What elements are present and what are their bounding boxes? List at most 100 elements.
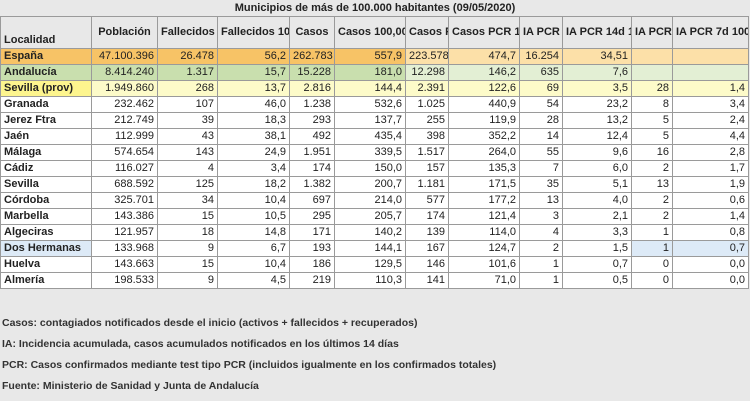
table-cell: 186	[289, 256, 335, 273]
table-cell: 35	[519, 176, 563, 193]
table-cell: 10,4	[217, 256, 290, 273]
table-cell: 144,4	[334, 80, 406, 97]
table-cell: 39	[157, 112, 218, 129]
row-locality: Sevilla (prov)	[0, 80, 92, 97]
table-cell: 474,7	[448, 48, 520, 65]
table-cell: 174	[405, 208, 449, 225]
table-cell: 119,9	[448, 112, 520, 129]
row-locality: Córdoba	[0, 192, 92, 209]
table-cell: 15	[157, 208, 218, 225]
table-cell: 110,3	[334, 272, 406, 289]
table-cell: 1.025	[405, 96, 449, 113]
table-cell: 143	[157, 144, 218, 161]
table-cell: 101,6	[448, 256, 520, 273]
table-cell: 121.957	[91, 224, 158, 241]
table-cell: 3,4	[217, 160, 290, 177]
column-header: Casos 100,000 hab	[334, 16, 406, 49]
table-cell: 255	[405, 112, 449, 129]
table-cell: 18	[157, 224, 218, 241]
table-cell: 13,7	[217, 80, 290, 97]
column-header: Casos	[289, 16, 335, 49]
row-locality: Dos Hermanas	[0, 240, 92, 257]
table-cell: 2	[631, 192, 673, 209]
table-cell: 15	[157, 256, 218, 273]
table-cell	[672, 48, 749, 65]
column-header: IA PCR 14d	[519, 16, 563, 49]
table-row: Andalucía 8.414.240 1.317 15,7 15.228 181,0 12…	[0, 64, 749, 81]
table-cell: 34,51	[562, 48, 632, 65]
table-cell: 125	[157, 176, 218, 193]
table-cell: 2	[631, 160, 673, 177]
table-cell: 4,0	[562, 192, 632, 209]
table-cell: 143.663	[91, 256, 158, 273]
table-cell: 24,9	[217, 144, 290, 161]
row-locality: Algeciras	[0, 224, 92, 241]
table-cell: 268	[157, 80, 218, 97]
table-cell: 28	[519, 112, 563, 129]
table-cell	[631, 48, 673, 65]
table-row: Cádiz 116.027 4 3,4 174 150,0 157 135,3 7 6,0 2 1,7	[0, 160, 749, 177]
table-cell: 12.298	[405, 64, 449, 81]
table-cell: 223.578	[405, 48, 449, 65]
table-cell: 43	[157, 128, 218, 145]
table-cell: 219	[289, 272, 335, 289]
table-cell: 18,2	[217, 176, 290, 193]
table-cell: 7	[519, 160, 563, 177]
table-cell: 146,2	[448, 64, 520, 81]
table-row: Granada 232.462 107 46,0 1.238 532,6 1.025 440,…	[0, 96, 749, 113]
row-locality: Jerez Ftra	[0, 112, 92, 129]
table-cell: 0,7	[562, 256, 632, 273]
table-cell: 167	[405, 240, 449, 257]
table-cell: 69	[519, 80, 563, 97]
table-cell: 171,5	[448, 176, 520, 193]
table-body: España 47.100.396 26.478 56,2 262.783 557,9 22…	[0, 48, 749, 289]
table-cell: 339,5	[334, 144, 406, 161]
table-cell: 3,4	[672, 96, 749, 113]
table-cell: 0,8	[672, 224, 749, 241]
footnote-pcr: PCR: Casos confirmados mediante test tip…	[2, 359, 497, 371]
row-locality: Jaén	[0, 128, 92, 145]
table-cell: 2,8	[672, 144, 749, 161]
table-cell: 352,2	[448, 128, 520, 145]
header-row: Localidad Población Fallecidos Fallecidos 1…	[0, 16, 749, 49]
table-cell: 0	[631, 256, 673, 273]
table-cell: 146	[405, 256, 449, 273]
table-cell: 7,6	[562, 64, 632, 81]
table-cell: 635	[519, 64, 563, 81]
table-cell: 144,1	[334, 240, 406, 257]
table-cell: 4	[519, 224, 563, 241]
row-locality: Huelva	[0, 256, 92, 273]
table-cell: 0,0	[672, 256, 749, 273]
table-cell: 1	[519, 256, 563, 273]
table-row: España 47.100.396 26.478 56,2 262.783 557,9 22…	[0, 48, 749, 65]
column-header: Localidad	[0, 16, 92, 49]
table-cell: 532,6	[334, 96, 406, 113]
table-cell: 56,2	[217, 48, 290, 65]
table-cell: 137,7	[334, 112, 406, 129]
table-cell: 9	[157, 272, 218, 289]
table-cell: 557,9	[334, 48, 406, 65]
table-cell: 114,0	[448, 224, 520, 241]
table-cell: 492	[289, 128, 335, 145]
table-cell: 0,6	[672, 192, 749, 209]
table-cell: 200,7	[334, 176, 406, 193]
table-cell: 1.951	[289, 144, 335, 161]
table-cell: 264,0	[448, 144, 520, 161]
table-cell: 1	[519, 272, 563, 289]
footnotes: Casos: contagiados notificados desde el …	[2, 313, 747, 397]
table-cell: 0,0	[672, 272, 749, 289]
table-cell: 193	[289, 240, 335, 257]
table-cell: 1,9	[672, 176, 749, 193]
table-cell: 9,6	[562, 144, 632, 161]
table-cell: 139	[405, 224, 449, 241]
column-header: IA PCR 7d 100,000 hab	[672, 16, 749, 49]
table-cell: 129,5	[334, 256, 406, 273]
footnote-casos: Casos: contagiados notificados desde el …	[2, 317, 418, 329]
table-cell: 5	[631, 128, 673, 145]
table-cell: 54	[519, 96, 563, 113]
table-cell: 8	[631, 96, 673, 113]
table-cell: 2	[519, 240, 563, 257]
table-cell: 440,9	[448, 96, 520, 113]
table-cell: 3,3	[562, 224, 632, 241]
